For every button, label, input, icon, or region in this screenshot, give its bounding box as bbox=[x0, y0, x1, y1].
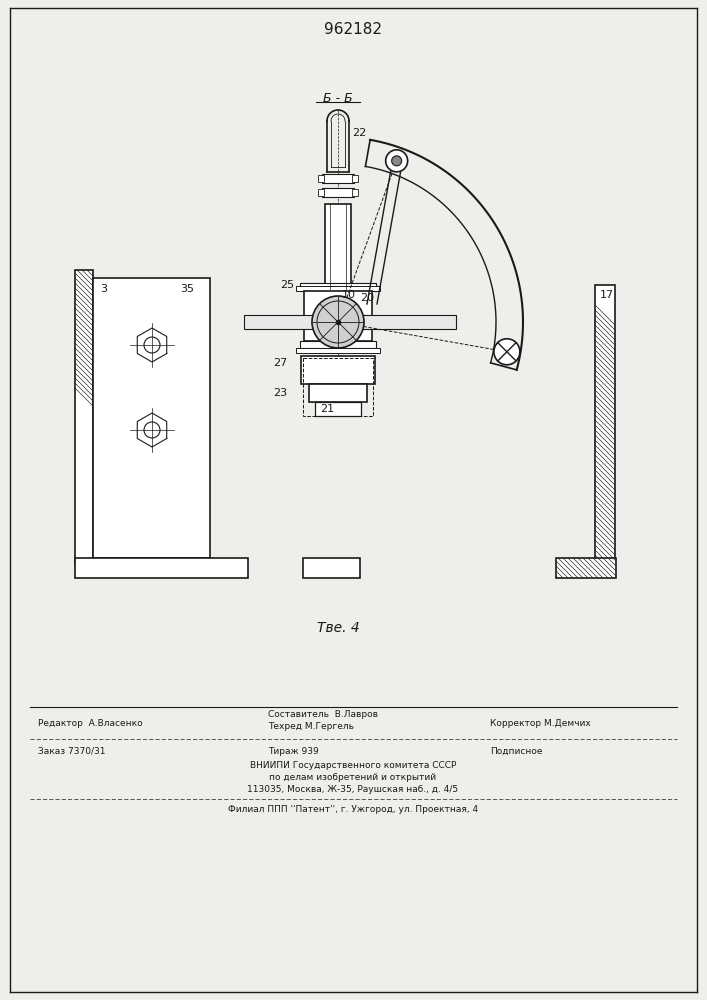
Bar bbox=[322, 188, 354, 197]
Text: 21: 21 bbox=[320, 404, 334, 414]
Bar bbox=[352, 175, 358, 182]
Bar bbox=[93, 278, 210, 558]
Bar bbox=[303, 358, 373, 416]
Text: 17: 17 bbox=[600, 290, 614, 300]
Bar bbox=[244, 315, 369, 329]
Circle shape bbox=[392, 156, 402, 166]
Text: Τве. 4: Τве. 4 bbox=[317, 621, 359, 635]
Bar bbox=[301, 356, 375, 384]
Bar bbox=[296, 286, 380, 291]
Text: 962182: 962182 bbox=[324, 22, 382, 37]
Bar bbox=[595, 285, 615, 560]
Text: Тираж 939: Тираж 939 bbox=[268, 747, 319, 756]
Text: 23: 23 bbox=[273, 388, 287, 398]
Text: 3: 3 bbox=[100, 284, 107, 294]
Text: Составитель  В.Лавров: Составитель В.Лавров bbox=[268, 710, 378, 719]
Bar bbox=[300, 341, 376, 348]
Text: 25: 25 bbox=[280, 280, 294, 290]
Text: 35: 35 bbox=[180, 284, 194, 294]
Circle shape bbox=[385, 150, 408, 172]
Text: Редактор  А.Власенко: Редактор А.Власенко bbox=[38, 719, 143, 728]
Text: 10: 10 bbox=[342, 290, 356, 300]
Text: Б - Б: Б - Б bbox=[323, 92, 353, 104]
Bar bbox=[75, 558, 248, 578]
Bar bbox=[315, 402, 361, 416]
Text: 113035, Москва, Ж-35, Раушская наб., д. 4/5: 113035, Москва, Ж-35, Раушская наб., д. … bbox=[247, 785, 459, 794]
Bar bbox=[303, 558, 360, 578]
Bar bbox=[352, 189, 358, 196]
Circle shape bbox=[312, 296, 364, 348]
Text: Заказ 7370/31: Заказ 7370/31 bbox=[38, 747, 105, 756]
Bar bbox=[318, 189, 324, 196]
Bar bbox=[556, 558, 616, 578]
Bar bbox=[300, 283, 376, 291]
Text: 27: 27 bbox=[273, 358, 287, 368]
Bar bbox=[296, 348, 380, 353]
Circle shape bbox=[494, 339, 520, 365]
Bar bbox=[325, 204, 351, 289]
Bar bbox=[75, 270, 93, 565]
Text: ВНИИПИ Государственного комитета СССР: ВНИИПИ Государственного комитета СССР bbox=[250, 761, 456, 770]
Bar bbox=[318, 175, 324, 182]
Bar bbox=[322, 174, 354, 183]
Text: по делам изобретений и открытий: по делам изобретений и открытий bbox=[269, 773, 436, 782]
Text: Подписное: Подписное bbox=[490, 747, 542, 756]
Bar bbox=[362, 315, 456, 329]
Text: 20: 20 bbox=[360, 293, 374, 303]
Bar bbox=[309, 384, 367, 402]
Bar bbox=[304, 291, 372, 341]
Text: Филиал ППП ''Патент'', г. Ужгород, ул. Проектная, 4: Филиал ППП ''Патент'', г. Ужгород, ул. П… bbox=[228, 805, 478, 814]
Text: Техред М.Гергель: Техред М.Гергель bbox=[268, 722, 354, 731]
Text: 22: 22 bbox=[352, 128, 366, 138]
Text: Корректор М.Демчих: Корректор М.Демчих bbox=[490, 719, 591, 728]
